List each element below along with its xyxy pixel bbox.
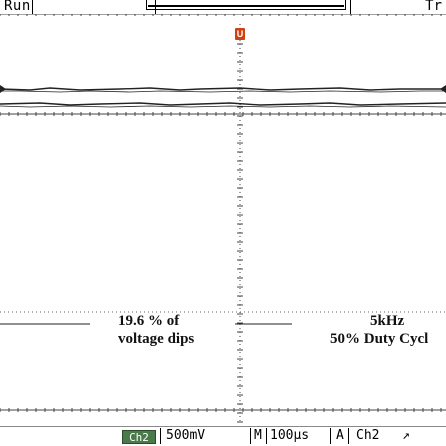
status-divider	[32, 0, 33, 14]
record-window-bar	[148, 5, 344, 7]
readout-divider	[250, 428, 251, 444]
center-axis-ticks	[237, 43, 243, 423]
readout-divider	[160, 428, 161, 444]
tick-band-lower	[0, 408, 446, 412]
readout-divider	[348, 428, 349, 444]
tick-band-upper	[0, 14, 446, 16]
volts-per-div[interactable]: 500mV	[166, 428, 206, 443]
record-window	[146, 0, 346, 10]
readout-bar	[0, 426, 446, 446]
trigger-position-marker: U	[235, 28, 245, 40]
annotation-left-line1: 19.6 % of	[118, 313, 180, 329]
run-status: Run	[4, 0, 31, 14]
annotation-left-line2: voltage dips	[118, 331, 195, 347]
annotation-right-line2: 50% Duty Cycl	[330, 331, 429, 347]
readout-divider	[266, 428, 267, 444]
waveform-display	[0, 14, 446, 424]
trace-high	[0, 87, 446, 93]
channel-badge[interactable]: Ch2	[122, 430, 156, 444]
annotation-right: 5kHz 50% Duty Cycl	[330, 312, 446, 348]
time-per-div[interactable]: 100µs	[270, 428, 310, 443]
record-left-marker	[155, 0, 156, 14]
trace-low	[0, 102, 446, 108]
trigger-status: Tr	[425, 0, 442, 14]
readout-divider	[330, 428, 331, 444]
annotation-right-line1: 5kHz	[370, 313, 405, 329]
ground-marker	[0, 85, 446, 93]
trigger-source[interactable]: Ch2	[356, 428, 380, 443]
trigger-label: A	[336, 428, 344, 443]
annotation-left: 19.6 % of voltage dips	[118, 312, 228, 348]
record-right-marker	[350, 0, 351, 14]
trigger-slope-icon[interactable]: ↗	[402, 428, 410, 443]
grid	[0, 14, 446, 411]
tick-band-mid	[0, 112, 446, 116]
timebase-label: M	[254, 428, 262, 443]
